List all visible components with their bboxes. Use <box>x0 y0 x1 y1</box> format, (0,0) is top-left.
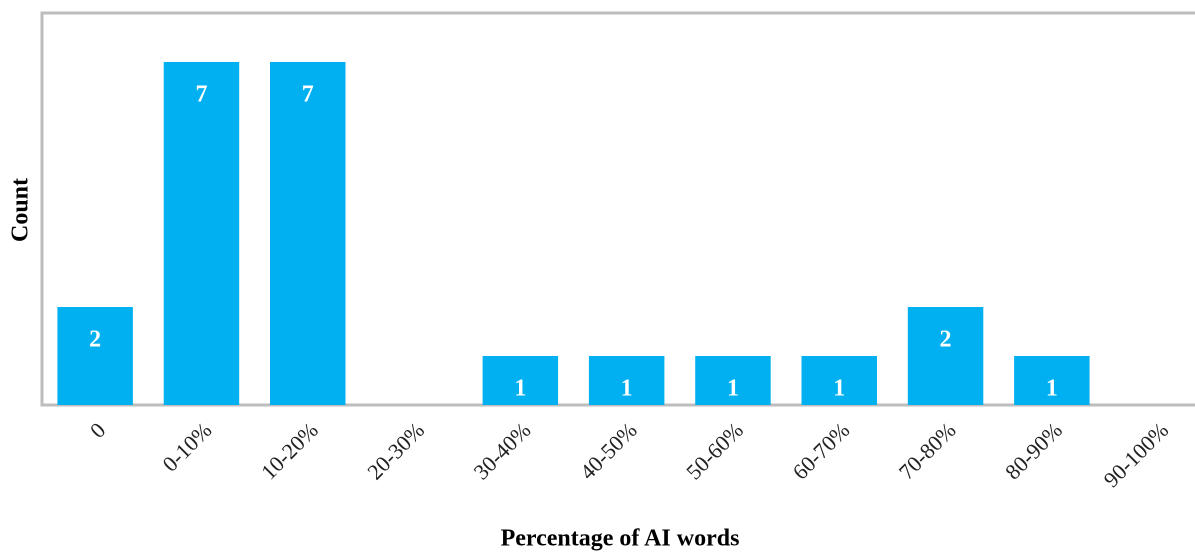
bar <box>57 307 133 405</box>
x-tick-label: 20-30% <box>362 417 429 484</box>
bar <box>801 356 877 405</box>
data-label: 7 <box>195 82 207 108</box>
x-tick-label: 70-80% <box>894 417 961 484</box>
data-label: 2 <box>89 327 101 353</box>
bar <box>1014 356 1090 405</box>
bar <box>695 356 771 405</box>
y-axis-title: Count <box>8 178 34 242</box>
x-tick-label: 60-70% <box>787 417 854 484</box>
bar <box>482 356 559 405</box>
data-label: 1 <box>1046 376 1058 402</box>
data-label: 2 <box>940 327 952 353</box>
x-tick-label: 0 <box>85 417 110 442</box>
bar <box>270 62 346 405</box>
bar <box>588 356 665 405</box>
x-tick-label: 30-40% <box>469 417 536 484</box>
data-label: 1 <box>833 376 845 402</box>
x-tick-label: 80-90% <box>1000 417 1067 484</box>
bar <box>907 307 984 405</box>
x-tick-label: 40-50% <box>575 417 642 484</box>
x-axis-title: Percentage of AI words <box>501 526 740 552</box>
x-tick-label: 10-20% <box>256 417 323 484</box>
data-label: 1 <box>727 376 739 402</box>
bar <box>163 62 240 405</box>
data-label: 1 <box>621 376 633 402</box>
x-tick-label: 90-100% <box>1099 417 1174 492</box>
data-label: 1 <box>514 376 526 402</box>
x-tick-label: 50-60% <box>681 417 748 484</box>
x-tick-label: 0-10% <box>157 417 216 476</box>
data-label: 7 <box>302 82 314 108</box>
